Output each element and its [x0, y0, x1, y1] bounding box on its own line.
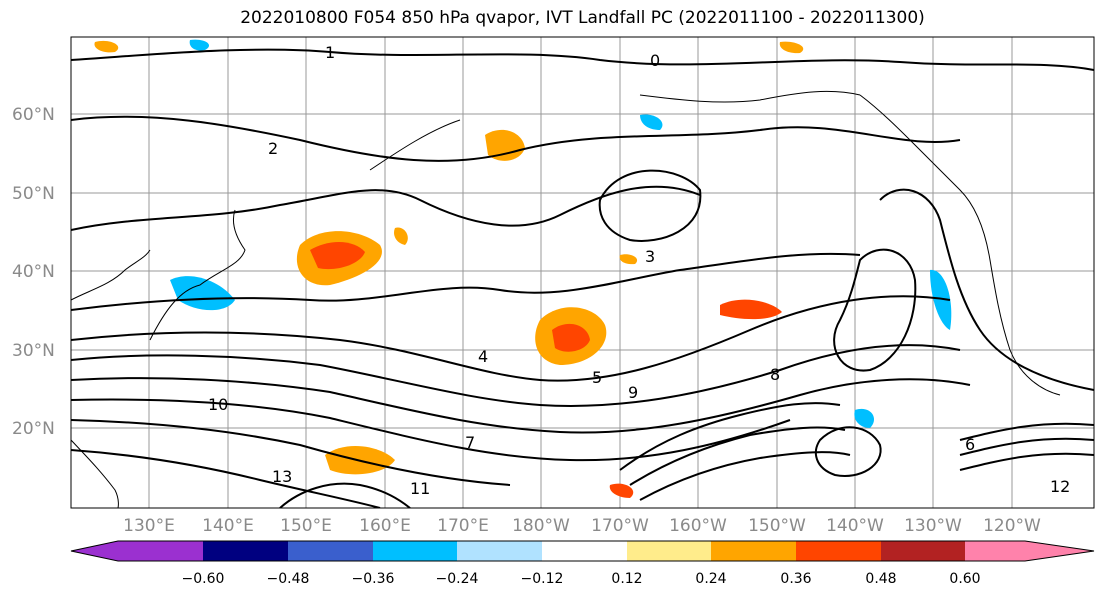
lon-label: 140°E [202, 516, 254, 536]
lon-label: 140°W [826, 516, 884, 536]
contour-label: 5 [592, 368, 602, 387]
colorbar-min-extension [71, 541, 118, 561]
lat-label: 50°N [12, 184, 55, 204]
lon-label: 160°W [669, 516, 727, 536]
contour-label: 1 [325, 43, 335, 62]
lat-label: 30°N [12, 341, 55, 361]
contour-label: 11 [410, 479, 430, 498]
colorbar-tick: −0.48 [267, 571, 310, 587]
latitude-labels: 20°N 30°N 40°N 50°N 60°N [12, 105, 55, 439]
colorbar-segment [796, 541, 881, 561]
contour-label: 8 [770, 365, 780, 384]
contour-label: 0 [650, 51, 660, 70]
lat-label: 40°N [12, 262, 55, 282]
map-title: 2022010800 F054 850 hPa qvapor, IVT Land… [240, 8, 925, 28]
colorbar-tick: −0.36 [352, 571, 395, 587]
contour-label: 2 [268, 139, 278, 158]
colorbar-tick: −0.60 [182, 571, 225, 587]
colorbar-max-extension [1025, 541, 1094, 561]
colorbar-segment [457, 541, 542, 561]
colorbar-segment [711, 541, 796, 561]
colorbar-segment [881, 541, 965, 561]
lon-label: 160°E [359, 516, 411, 536]
longitude-labels: 130°E 140°E 150°E 160°E 170°E 180°W 170°… [123, 516, 1041, 536]
lon-label: 130°E [123, 516, 175, 536]
colorbar-tick: −0.24 [436, 571, 479, 587]
contour-label: 10 [208, 395, 228, 414]
colorbar-tick: 0.36 [780, 571, 811, 587]
colorbar-ticks: −0.60 −0.48 −0.36 −0.24 −0.12 0.12 0.24 … [182, 571, 981, 587]
colorbar-segment [373, 541, 457, 561]
colorbar-tick: 0.24 [695, 571, 726, 587]
contour-label: 3 [645, 247, 655, 266]
lon-label: 180°W [512, 516, 570, 536]
colorbar [70, 540, 1095, 562]
map-border [70, 36, 1095, 509]
lon-label: 120°W [983, 516, 1041, 536]
lon-label: 170°E [437, 516, 489, 536]
lat-label: 60°N [12, 105, 55, 125]
contour-label: 9 [628, 383, 638, 402]
colorbar-tick: −0.12 [521, 571, 564, 587]
colorbar-tick: 0.12 [611, 571, 642, 587]
colorbar-tick: 0.60 [949, 571, 980, 587]
map-content: 0 1 2 3 4 5 6 7 8 9 10 11 12 13 [71, 37, 1094, 508]
lon-label: 130°W [904, 516, 962, 536]
map-panel [71, 37, 1094, 508]
contour-label: 4 [478, 347, 488, 366]
contour-label: 12 [1050, 477, 1070, 496]
ivt-contours [71, 48, 1094, 508]
lon-label: 150°E [280, 516, 332, 536]
lon-label: 150°W [748, 516, 806, 536]
lat-label: 20°N [12, 419, 55, 439]
colorbar-segment [203, 541, 288, 561]
lon-label: 170°W [591, 516, 649, 536]
contour-label: 6 [965, 435, 975, 454]
colorbar-segment [288, 541, 373, 561]
contour-labels: 0 1 2 3 4 5 6 7 8 9 10 11 12 13 [208, 43, 1070, 498]
colorbar-segment [542, 541, 627, 561]
colorbar-tick: 0.48 [865, 571, 896, 587]
colorbar-segment [627, 541, 711, 561]
contour-label: 13 [272, 467, 292, 486]
colorbar-segment [118, 541, 203, 561]
colorbar-segment [965, 541, 1025, 561]
contour-label: 7 [465, 433, 475, 452]
